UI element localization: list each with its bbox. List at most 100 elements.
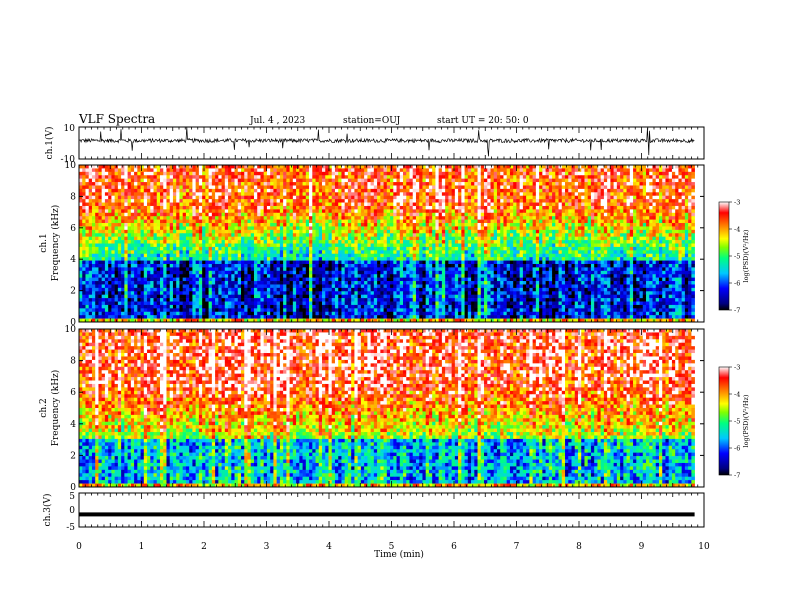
spectrogram-cell xyxy=(179,188,183,193)
spectrogram-cell xyxy=(597,229,601,234)
spectrogram-cell xyxy=(185,219,190,224)
spectrogram-cell xyxy=(399,175,404,179)
spectrogram-cell xyxy=(565,205,569,210)
spectrogram-cell xyxy=(584,219,588,224)
spectrogram-cell xyxy=(257,192,261,197)
spectrogram-cell xyxy=(260,223,264,227)
spectrogram-cell xyxy=(344,188,349,193)
spectrogram-cell xyxy=(425,209,430,214)
spectrogram-cell xyxy=(117,171,122,176)
spectrogram-cell xyxy=(244,240,248,244)
spectrogram-cell xyxy=(438,229,443,234)
spectrogram-cell xyxy=(218,253,222,258)
spectrogram-cell xyxy=(386,192,391,197)
spectrogram-cell xyxy=(519,192,524,197)
spectrogram-cell xyxy=(626,195,631,200)
spectrogram-cell xyxy=(338,168,342,173)
spectrogram-cell xyxy=(231,202,235,207)
spectrogram-cell xyxy=(623,182,627,186)
spectrogram-cell xyxy=(509,219,514,224)
spectrogram-cell xyxy=(111,226,115,231)
spectrogram-cell xyxy=(545,243,550,248)
spectrogram-cell xyxy=(224,195,229,200)
spectrogram-cell xyxy=(432,233,436,237)
spectrogram-cell xyxy=(532,223,537,227)
spectrogram-cell xyxy=(623,233,627,237)
spectrogram-cell xyxy=(396,192,401,197)
spectrogram-cell xyxy=(156,178,161,183)
spectrogram-cell xyxy=(526,243,530,248)
spectrogram-cell xyxy=(467,219,472,224)
spectrogram-cell xyxy=(276,192,281,197)
spectrogram-cell xyxy=(552,240,556,244)
spectrogram-cell xyxy=(548,240,553,244)
spectrogram-cell xyxy=(623,185,627,190)
spectrogram-cell xyxy=(464,229,469,234)
spectrogram-cell xyxy=(360,216,365,220)
spectrogram-cell xyxy=(279,240,284,244)
spectrogram-cell xyxy=(257,188,261,193)
spectrogram-cell xyxy=(529,165,533,169)
spectrogram-cell xyxy=(571,236,576,241)
spectrogram-cell xyxy=(671,165,676,169)
spectrogram-cell xyxy=(234,195,239,200)
spectrogram-cell xyxy=(351,175,355,179)
spectrogram-cell xyxy=(513,175,517,179)
spectrogram-cell xyxy=(79,219,83,224)
spectrogram-cell xyxy=(526,165,530,169)
spectrogram-cell xyxy=(182,185,187,190)
spectrogram-cell xyxy=(377,171,381,176)
spectrogram-cell xyxy=(95,240,99,244)
spectrogram-cell xyxy=(299,192,303,197)
spectrogram-cell xyxy=(422,223,426,227)
spectrogram-cell xyxy=(526,229,530,234)
spectrogram-cell xyxy=(117,212,122,217)
spectrogram-cell xyxy=(548,199,553,203)
spectrogram-cell xyxy=(377,250,381,255)
spectrogram-cell xyxy=(244,212,248,217)
spectrogram-cell xyxy=(649,216,653,220)
spectrogram-cell xyxy=(270,182,274,186)
spectrogram-cell xyxy=(134,236,138,241)
spectrogram-cell xyxy=(221,192,226,197)
spectrogram-cell xyxy=(111,175,115,179)
spectrogram-cell xyxy=(150,195,154,200)
spectrogram-cell xyxy=(642,182,647,186)
spectrogram-cell xyxy=(325,168,329,173)
spectrogram-cell xyxy=(626,165,634,169)
spectrogram-cell xyxy=(286,199,290,203)
spectrogram-cell xyxy=(646,175,650,179)
spectrogram-cell xyxy=(318,209,323,214)
spectrogram-cell xyxy=(412,219,417,224)
spectrogram-cell xyxy=(441,236,446,241)
spectrogram-cell xyxy=(334,209,339,214)
spectrogram-cell xyxy=(662,171,666,176)
spectrogram-cell xyxy=(603,226,608,231)
spectrogram-cell xyxy=(338,243,342,248)
spectrogram-cell xyxy=(393,243,397,248)
spectrogram-cell xyxy=(681,212,686,217)
spectrogram-cell xyxy=(153,195,158,200)
spectrogram-cell xyxy=(636,199,640,203)
spectrogram-cell xyxy=(675,250,679,255)
spectrogram-cell xyxy=(312,199,316,203)
spectrogram-cell xyxy=(218,175,222,179)
spectrogram-cell xyxy=(231,188,235,193)
spectrogram-cell xyxy=(228,233,232,237)
spectrogram-cell xyxy=(539,226,543,231)
spectrogram-cell xyxy=(662,188,666,193)
spectrogram-cell xyxy=(130,226,135,231)
spectrogram-cell xyxy=(299,226,303,231)
spectrogram-cell xyxy=(182,199,187,203)
spectrogram-cell xyxy=(597,219,601,224)
spectrogram-cell xyxy=(354,233,358,237)
spectrogram-cell xyxy=(529,182,533,186)
spectrogram-cell xyxy=(458,175,462,179)
spectrogram-cell xyxy=(237,205,242,210)
spectrogram-cell xyxy=(237,182,242,186)
spectrogram-cell xyxy=(195,223,200,227)
spectrogram-cell xyxy=(383,209,388,214)
spectrogram-cell xyxy=(127,202,132,207)
spectrogram-cell xyxy=(127,226,132,231)
spectrogram-cell xyxy=(509,226,514,231)
